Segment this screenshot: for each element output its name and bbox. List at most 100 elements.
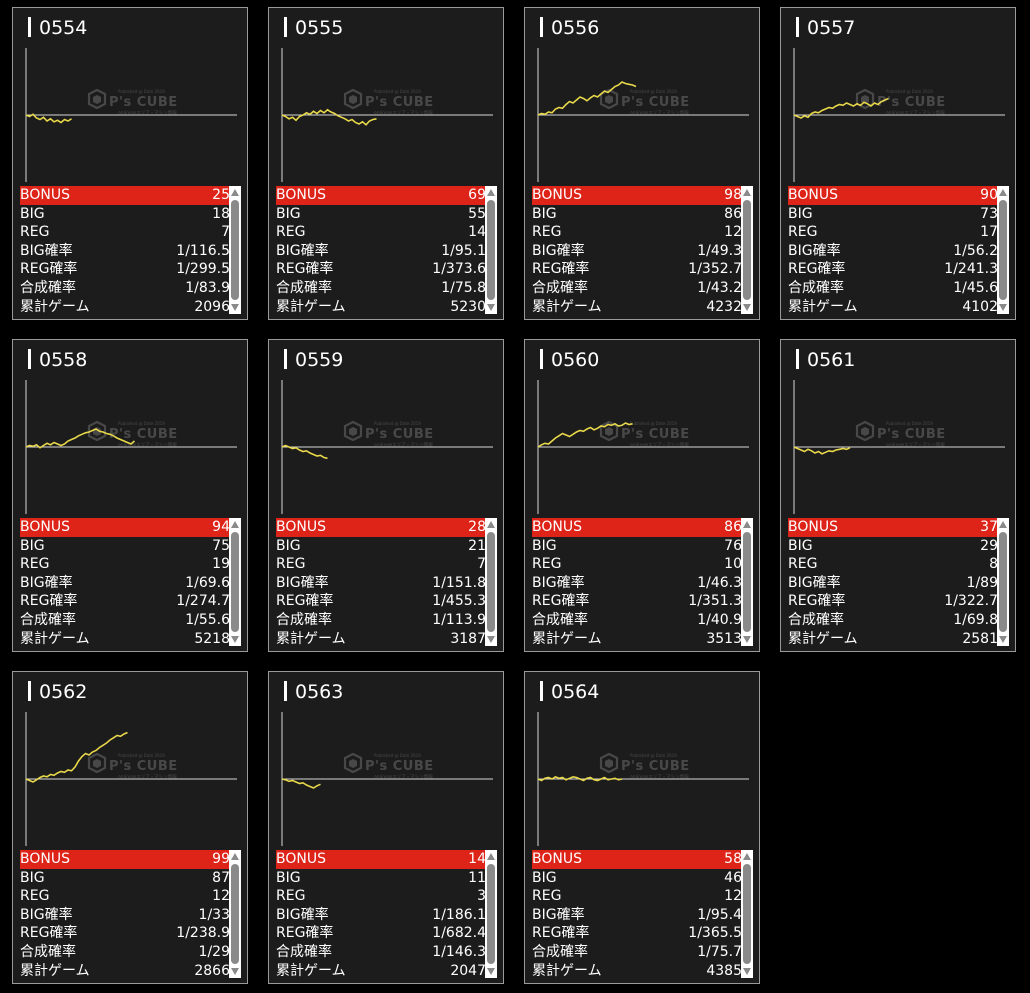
machine-card[interactable]: 0562 P's CUBE Published @ Date 2019 onli… xyxy=(12,671,248,984)
scroll-thumb[interactable] xyxy=(487,200,495,300)
scroll-up-icon[interactable] xyxy=(999,521,1007,528)
total-rate-row: 合成確率 1/113.9 xyxy=(276,611,491,630)
svg-text:P's CUBE: P's CUBE xyxy=(365,427,434,442)
svg-text:Published @ Date 2019: Published @ Date 2019 xyxy=(886,421,933,426)
scroll-down-icon[interactable] xyxy=(743,636,751,643)
scroll-up-icon[interactable] xyxy=(743,189,751,196)
total-rate-label: 合成確率 xyxy=(788,279,844,296)
reg-rate-row: REG確率 1/322.7 xyxy=(788,592,1003,611)
games-row: 累計ゲーム 4385 xyxy=(532,962,747,981)
stats-scrollbar[interactable] xyxy=(229,850,241,978)
scroll-down-icon[interactable] xyxy=(743,304,751,311)
scroll-down-icon[interactable] xyxy=(487,636,495,643)
scroll-up-icon[interactable] xyxy=(231,521,239,528)
big-label: BIG xyxy=(20,869,45,886)
scroll-thumb[interactable] xyxy=(231,532,239,632)
scroll-thumb[interactable] xyxy=(231,200,239,300)
scroll-up-icon[interactable] xyxy=(231,853,239,860)
scroll-down-icon[interactable] xyxy=(743,968,751,975)
scroll-up-icon[interactable] xyxy=(487,189,495,196)
scroll-thumb[interactable] xyxy=(999,200,1007,300)
scroll-thumb[interactable] xyxy=(231,864,239,964)
big-label: BIG xyxy=(20,537,45,554)
stats-scrollbar[interactable] xyxy=(485,850,497,978)
reg-value: 3 xyxy=(477,888,486,905)
slump-line xyxy=(25,428,136,449)
machine-number: 0560 xyxy=(551,349,600,371)
games-row: 累計ゲーム 3513 xyxy=(532,630,747,649)
stats-scrollbar[interactable] xyxy=(741,186,753,314)
big-label: BIG xyxy=(276,869,301,886)
machine-card[interactable]: 0559 P's CUBE Published @ Date 2019 onli… xyxy=(268,339,504,652)
scroll-thumb[interactable] xyxy=(743,532,751,632)
total-rate-label: 合成確率 xyxy=(20,279,76,296)
stats-scrollbar[interactable] xyxy=(485,518,497,646)
machine-card[interactable]: 0556 P's CUBE Published @ Date 2019 onli… xyxy=(524,7,760,320)
scroll-down-icon[interactable] xyxy=(487,304,495,311)
games-row: 累計ゲーム 3187 xyxy=(276,630,491,649)
scroll-thumb[interactable] xyxy=(999,532,1007,632)
stats-scrollbar[interactable] xyxy=(997,186,1009,314)
scroll-down-icon[interactable] xyxy=(999,304,1007,311)
machine-card[interactable]: 0554 P's CUBE Published @ Date 2019 onli… xyxy=(12,7,248,320)
reg-row: REG 7 xyxy=(20,223,235,242)
scroll-thumb[interactable] xyxy=(743,864,751,964)
scroll-down-icon[interactable] xyxy=(999,636,1007,643)
games-label: 累計ゲーム xyxy=(20,298,90,315)
reg-label: REG xyxy=(532,888,562,905)
reg-rate-value: 1/682.4 xyxy=(432,925,486,942)
reg-rate-label: REG確率 xyxy=(532,925,590,942)
scroll-thumb[interactable] xyxy=(487,532,495,632)
stats-scrollbar[interactable] xyxy=(741,850,753,978)
total-rate-value: 1/146.3 xyxy=(432,943,486,960)
bonus-value: 28 xyxy=(468,519,486,535)
stats-scrollbar[interactable] xyxy=(229,186,241,314)
games-row: 累計ゲーム 5230 xyxy=(276,298,491,317)
pscube-watermark: P's CUBE Published @ Date 2019 online@エリ… xyxy=(343,420,434,448)
bonus-row: BONUS 90 xyxy=(788,186,1003,205)
stats-scrollbar[interactable] xyxy=(997,518,1009,646)
total-rate-label: 合成確率 xyxy=(532,943,588,960)
stats-scrollbar[interactable] xyxy=(229,518,241,646)
stats-scrollbar[interactable] xyxy=(485,186,497,314)
bonus-value: 90 xyxy=(980,187,998,203)
big-rate-row: BIG確率 1/69.6 xyxy=(20,574,235,593)
games-label: 累計ゲーム xyxy=(532,630,602,647)
scroll-up-icon[interactable] xyxy=(743,853,751,860)
total-rate-value: 1/69.8 xyxy=(953,611,998,628)
reg-label: REG xyxy=(276,888,306,905)
machine-card[interactable]: 0563 P's CUBE Published @ Date 2019 onli… xyxy=(268,671,504,984)
games-label: 累計ゲーム xyxy=(532,298,602,315)
scroll-up-icon[interactable] xyxy=(999,189,1007,196)
machine-card[interactable]: 0560 P's CUBE Published @ Date 2019 onli… xyxy=(524,339,760,652)
slump-graph: P's CUBE Published @ Date 2019 online@エリ… xyxy=(25,48,237,182)
scroll-down-icon[interactable] xyxy=(231,968,239,975)
scroll-down-icon[interactable] xyxy=(231,636,239,643)
slump-line xyxy=(793,97,889,119)
stats-scrollbar[interactable] xyxy=(741,518,753,646)
scroll-up-icon[interactable] xyxy=(231,189,239,196)
scroll-thumb[interactable] xyxy=(743,200,751,300)
machine-card[interactable]: 0555 P's CUBE Published @ Date 2019 onli… xyxy=(268,7,504,320)
machine-card[interactable]: 0564 P's CUBE Published @ Date 2019 onli… xyxy=(524,671,760,984)
scroll-thumb[interactable] xyxy=(487,864,495,964)
big-rate-value: 1/95.1 xyxy=(441,242,486,259)
scroll-up-icon[interactable] xyxy=(487,853,495,860)
scroll-up-icon[interactable] xyxy=(743,521,751,528)
stats-table: BONUS 90 BIG 73 REG 17 BIG確率 1/56.2 REG確率 1/2… xyxy=(788,186,1003,316)
machine-card[interactable]: 0558 P's CUBE Published @ Date 2019 onli… xyxy=(12,339,248,652)
games-row: 累計ゲーム 2581 xyxy=(788,630,1003,649)
stats-table: BONUS 98 BIG 86 REG 12 BIG確率 1/49.3 REG確率 1/3… xyxy=(532,186,747,316)
big-label: BIG xyxy=(788,205,813,222)
machine-card[interactable]: 0557 P's CUBE Published @ Date 2019 onli… xyxy=(780,7,1016,320)
bonus-value: 99 xyxy=(212,851,230,867)
title-accent xyxy=(28,349,31,369)
stats-table: BONUS 14 BIG 11 REG 3 BIG確率 1/186.1 REG確率 1/6… xyxy=(276,850,491,980)
reg-value: 19 xyxy=(212,556,230,573)
total-rate-label: 合成確率 xyxy=(20,611,76,628)
games-value: 4102 xyxy=(962,298,998,315)
scroll-down-icon[interactable] xyxy=(487,968,495,975)
scroll-up-icon[interactable] xyxy=(487,521,495,528)
scroll-down-icon[interactable] xyxy=(231,304,239,311)
machine-card[interactable]: 0561 P's CUBE Published @ Date 2019 onli… xyxy=(780,339,1016,652)
